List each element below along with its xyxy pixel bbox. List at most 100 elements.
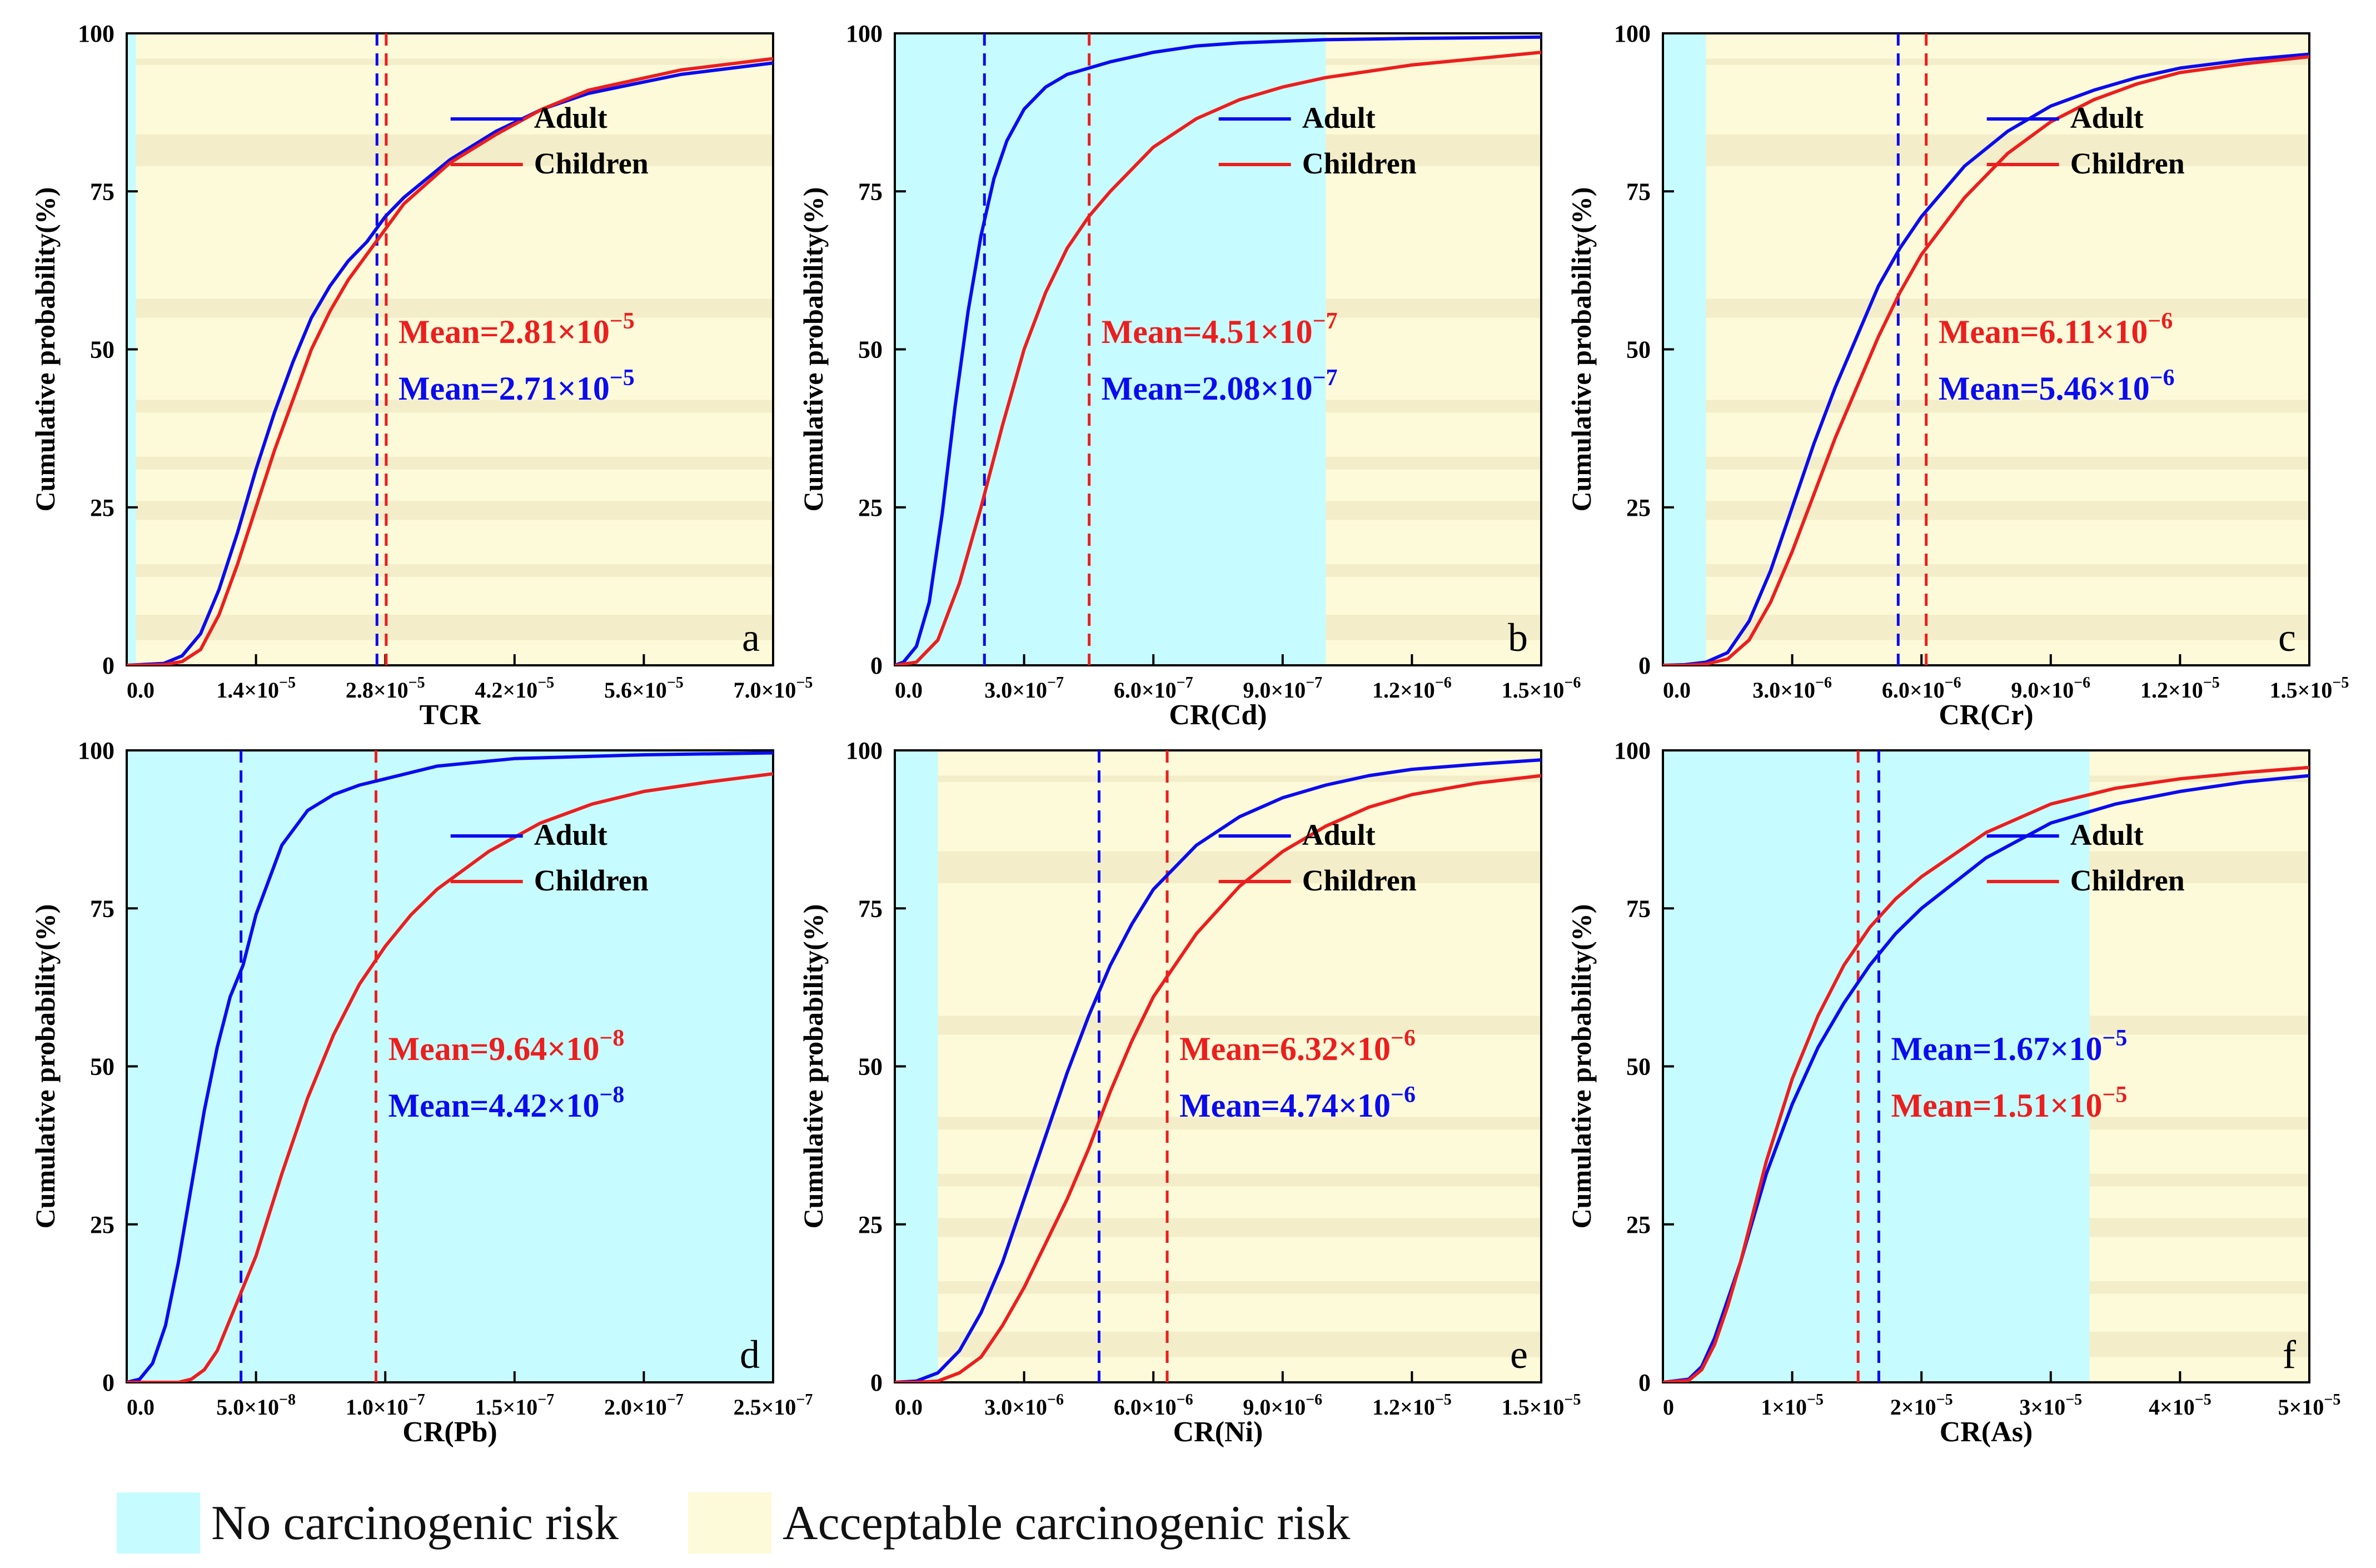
x-tick-label: 2.5×10−7: [734, 1391, 813, 1420]
plot-lines: [127, 750, 773, 1382]
x-tick-exponent: −6: [2074, 674, 2090, 691]
y-tick-label: 100: [1614, 20, 1651, 47]
x-tick-label: 6.0×10−6: [1882, 674, 1961, 703]
y-axis-label: Cumulative probability(%): [798, 187, 829, 512]
x-tick-exponent: −7: [1177, 674, 1193, 691]
x-tick-label: 5×10−5: [2278, 1391, 2341, 1420]
x-tick-label: 1.5×10−7: [475, 1391, 554, 1420]
mean-annotation-children: Mean=6.11×10−6: [1939, 308, 2173, 350]
y-tick-label: 25: [1626, 1211, 1651, 1238]
legend-label-children: Children: [1302, 147, 1417, 180]
x-tick-label: 0.0: [895, 1395, 923, 1420]
no-risk-swatch: [117, 1492, 200, 1554]
panel-b: 0 25 50 75 100 0.0 3.0×10−7 6.0×10−7 9.0×10−7 1.2…: [798, 20, 1581, 731]
x-tick-exponent: −5: [1435, 1391, 1452, 1408]
mean-exponent: −5: [2102, 1082, 2127, 1108]
y-tick-label: 0: [1638, 652, 1651, 679]
y-tick-label: 50: [90, 1053, 114, 1081]
x-tick-exponent: −6: [1047, 1391, 1064, 1408]
panel-letter: c: [2278, 615, 2296, 660]
legend-item-acceptable-risk: Acceptable carcinogenic risk: [688, 1492, 1350, 1554]
x-tick-label: 3×10−5: [2019, 1391, 2082, 1420]
y-tick-label: 0: [102, 1369, 114, 1396]
acceptable-region-band: [895, 1332, 1541, 1357]
mean-exponent: −5: [610, 308, 635, 334]
y-tick-label: 25: [1626, 494, 1651, 521]
legend-label-adult: Adult: [1302, 101, 1376, 135]
x-tick-label: 1.5×10−5: [2270, 674, 2349, 703]
acceptable-region-band: [895, 775, 1541, 782]
cdf-line-adult: [1663, 52, 2309, 665]
mean-exponent: −7: [1313, 308, 1338, 334]
x-tick-label: 1×10−5: [1761, 1391, 1824, 1420]
y-tick-label: 100: [1614, 737, 1651, 764]
x-tick-label: 2.8×10−5: [346, 674, 425, 703]
mean-annotation-children: Mean=2.81×10−5: [399, 308, 635, 350]
legend-label-adult: Adult: [534, 818, 607, 852]
mean-annotation-adult: Mean=2.08×10−7: [1102, 365, 1338, 407]
panel-letter: e: [1510, 1332, 1528, 1377]
mean-exponent: −8: [599, 1082, 624, 1108]
x-tick-label: 0.0: [1663, 678, 1691, 703]
x-tick-label: 1.4×10−5: [216, 674, 296, 703]
mean-annotation-adult: Mean=5.46×10−6: [1939, 365, 2175, 407]
acceptable-risk-label: Acceptable carcinogenic risk: [783, 1496, 1351, 1550]
y-tick-label: 75: [1626, 895, 1651, 922]
acceptable-region-band: [1663, 501, 2309, 520]
y-axis-label: Cumulative probability(%): [1566, 187, 1597, 512]
y-tick-label: 0: [1638, 1369, 1651, 1396]
x-tick-label: 1.2×10−5: [1372, 1391, 1452, 1420]
y-tick-label: 75: [90, 178, 114, 205]
x-axis-label: TCR: [420, 699, 481, 731]
x-tick-label: 6.0×10−6: [1114, 1391, 1193, 1420]
x-tick-label: 7.0×10−5: [734, 674, 813, 703]
y-tick-label: 100: [78, 737, 114, 764]
acceptable-region-band: [895, 1117, 1541, 1130]
y-axis-label: Cumulative probability(%): [29, 187, 61, 512]
x-tick-exponent: −6: [1945, 674, 1961, 691]
x-tick-exponent: −5: [796, 674, 813, 691]
panel-e: 0 25 50 75 100 0.0 3.0×10−6 6.0×10−6 9.0×10−6 1.2…: [798, 737, 1581, 1448]
x-tick-label: 0.0: [127, 678, 155, 703]
x-tick-exponent: −5: [667, 674, 684, 691]
y-tick-label: 100: [846, 737, 883, 764]
acceptable-region-band: [1663, 58, 2309, 65]
acceptable-region-band: [895, 1281, 1541, 1294]
x-tick-label: 9.0×10−7: [1243, 674, 1322, 703]
x-tick-exponent: −5: [1936, 1391, 1953, 1408]
mean-annotation-children: Mean=6.32×10−6: [1179, 1026, 1416, 1067]
panel-c: 0 25 50 75 100 0.0 3.0×10−6 6.0×10−6 9.0×10−6 1.2…: [1566, 20, 2349, 731]
plot-lines: [1663, 33, 2309, 665]
panel-letter: f: [2283, 1332, 2296, 1377]
risk-legend: No carcinogenic risk Acceptable carcinog…: [117, 1490, 1419, 1556]
mean-exponent: −7: [1313, 365, 1338, 391]
panel-d: 0 25 50 75 100 0.0 5.0×10−8 1.0×10−7 1.5×10−7 2.0…: [29, 737, 813, 1448]
x-tick-exponent: −6: [1815, 674, 1832, 691]
y-tick-label: 100: [78, 20, 114, 47]
x-tick-exponent: −5: [2065, 1391, 2082, 1408]
x-tick-exponent: −6: [1564, 674, 1581, 691]
x-tick-label: 1.5×10−6: [1502, 674, 1581, 703]
mean-annotation-children: Mean=9.64×10−8: [388, 1026, 624, 1067]
mean-annotation-adult: Mean=1.67×10−5: [1891, 1026, 2127, 1067]
x-tick-exponent: −7: [1047, 674, 1064, 691]
legend-label-adult: Adult: [534, 101, 607, 135]
no-risk-region: [127, 750, 773, 1382]
cdf-line-children: [127, 57, 773, 665]
cdf-line-adult: [1663, 774, 2309, 1382]
acceptable-region-band: [1663, 564, 2309, 577]
x-tick-label: 6.0×10−7: [1114, 674, 1193, 703]
x-tick-exponent: −7: [537, 1391, 554, 1408]
y-tick-label: 50: [1626, 336, 1651, 364]
acceptable-region-band: [127, 501, 773, 520]
y-tick-label: 50: [858, 336, 883, 364]
cdf-line-adult: [127, 751, 773, 1382]
x-tick-exponent: −5: [279, 674, 296, 691]
x-tick-exponent: −7: [409, 1391, 425, 1408]
x-tick-exponent: −5: [2332, 674, 2349, 691]
mean-annotation-children: Mean=1.51×10−5: [1891, 1082, 2127, 1124]
panel-f: 0 25 50 75 100 0 1×10−5 2×10−5 3×10−5 4×10−5 5×10−…: [1566, 737, 2340, 1448]
mean-exponent: −6: [1391, 1082, 1416, 1108]
y-axis-label: Cumulative probability(%): [29, 904, 61, 1229]
